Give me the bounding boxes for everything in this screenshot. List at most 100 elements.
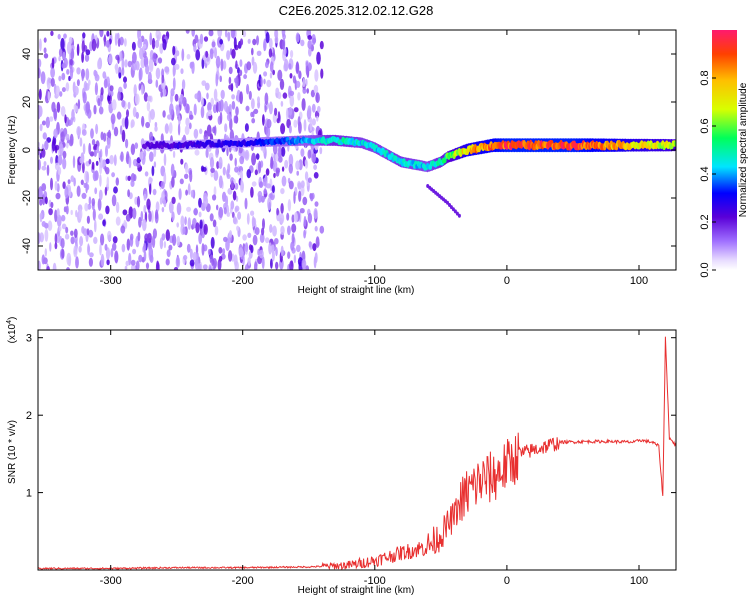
heatmap-noise-cell [160, 181, 165, 190]
heatmap-noise-cell [187, 217, 191, 230]
heatmap-noise-cell [261, 227, 265, 236]
heatmap-noise-cell [193, 43, 197, 53]
x-tick-label: -100 [364, 275, 386, 287]
heatmap-noise-cell [99, 30, 104, 38]
heatmap-noise-cell [271, 185, 275, 194]
heatmap-noise-cell [125, 214, 131, 222]
heatmap-noise-cell [186, 243, 191, 253]
heatmap-noise-cell [110, 113, 116, 125]
snr-multiplier-close: ) [7, 317, 18, 320]
heatmap-noise-cell [98, 213, 104, 220]
heatmap-noise-cell [61, 87, 66, 93]
heatmap-noise-cell [274, 36, 279, 44]
heatmap-noise-cell [209, 157, 215, 169]
heatmap-noise-cell [132, 51, 137, 64]
heatmap-noise-cell [86, 215, 90, 224]
heatmap-noise-cell [270, 244, 275, 254]
heatmap-noise-cell [228, 76, 232, 85]
heatmap-noise-cell [239, 69, 243, 77]
heatmap-noise-cell [164, 190, 168, 201]
heatmap-noise-cell [270, 258, 273, 269]
heatmap-noise-cell [147, 71, 152, 84]
heatmap-noise-cell [76, 126, 82, 137]
heatmap-noise-cell [154, 125, 158, 132]
heatmap-noise-cell [126, 238, 130, 251]
heatmap-noise-cell [56, 208, 60, 218]
heatmap-noise-cell [263, 78, 266, 85]
heatmap-noise-cell [38, 232, 41, 245]
heatmap-noise-cell [277, 146, 282, 159]
heatmap-noise-cell [252, 234, 258, 246]
heatmap-noise-cell [173, 266, 179, 270]
heatmap-noise-cell [178, 115, 181, 126]
heatmap-noise-cell [85, 49, 91, 56]
heatmap-noise-cell [304, 159, 307, 166]
heatmap-noise-cell [320, 68, 324, 79]
heatmap-noise-cell [289, 73, 293, 79]
heatmap-noise-cell [158, 31, 162, 40]
heatmap-noise-cell [94, 219, 97, 233]
heatmap-noise-cell [206, 92, 209, 100]
heatmap-noise-cell [39, 123, 43, 132]
heatmap-noise-cell [134, 93, 140, 106]
heatmap-noise-cell [288, 125, 292, 134]
heatmap-noise-cell [230, 200, 235, 210]
heatmap-noise-cell [277, 111, 281, 122]
heatmap-noise-cell [176, 202, 182, 216]
heatmap-noise-cell [193, 103, 197, 116]
heatmap-noise-cell [166, 249, 171, 258]
heatmap-noise-cell [293, 191, 296, 204]
heatmap-noise-cell [106, 30, 110, 37]
heatmap-noise-cell [43, 47, 47, 54]
heatmap-noise-cell [317, 105, 321, 113]
heatmap-noise-cell [250, 186, 254, 198]
heatmap-noise-cell [199, 219, 203, 229]
heatmap-noise-cell [212, 219, 217, 228]
heatmap-noise-cell [41, 221, 46, 227]
heatmap-noise-cell [208, 264, 212, 270]
heatmap-noise-cell [96, 145, 100, 154]
heatmap-noise-cell [239, 91, 244, 105]
x-tick-label: 0 [504, 275, 510, 287]
heatmap-noise-cell [91, 38, 97, 52]
heatmap-noise-cell [119, 36, 124, 46]
heatmap-noise-cell [111, 172, 115, 178]
heatmap-noise-cell [277, 91, 282, 100]
heatmap-noise-cell [144, 171, 149, 177]
heatmap-noise-cell [76, 43, 80, 56]
heatmap-noise-cell [79, 236, 84, 247]
heatmap-noise-cell [297, 182, 302, 190]
heatmap-noise-cell [222, 166, 226, 176]
heatmap-noise-cell [143, 242, 147, 252]
heatmap-noise-cell [302, 87, 307, 94]
heatmap-noise-cell [54, 233, 58, 245]
heatmap-noise-cell [281, 175, 287, 187]
heatmap-noise-cell [148, 62, 154, 73]
spectrogram-y-ticks: -40 -20 0 20 40 [21, 48, 676, 254]
heatmap-noise-cell [61, 72, 66, 81]
heatmap-noise-cell [215, 55, 221, 69]
x-tick-label: -200 [232, 275, 254, 287]
heatmap-noise-cell [307, 149, 312, 159]
heatmap-noise-cell [205, 148, 209, 159]
heatmap-noise-cell [203, 195, 209, 208]
heatmap-noise-cell [93, 236, 98, 244]
heatmap-noise-cell [288, 63, 292, 70]
heatmap-noise-cell [198, 197, 202, 208]
heatmap-noise-cell [38, 260, 41, 270]
heatmap-noise-cell [67, 179, 71, 185]
heatmap-noise-cell [274, 30, 278, 38]
heatmap-noise-cell [81, 226, 85, 234]
heatmap-noise-cell [250, 111, 254, 118]
heatmap-noise-cell [128, 156, 132, 169]
heatmap-noise-cell [92, 171, 98, 182]
y-tick-label: 2 [26, 410, 32, 422]
heatmap-noise-cell [189, 259, 195, 267]
heatmap-noise-cell [314, 69, 319, 82]
heatmap-noise-cell [267, 197, 272, 211]
heatmap-noise-cell [48, 208, 53, 216]
heatmap-noise-cell [153, 147, 157, 158]
heatmap-noise-cell [189, 248, 193, 260]
heatmap-noise-cell [206, 124, 212, 137]
heatmap-noise-cell [127, 101, 131, 110]
